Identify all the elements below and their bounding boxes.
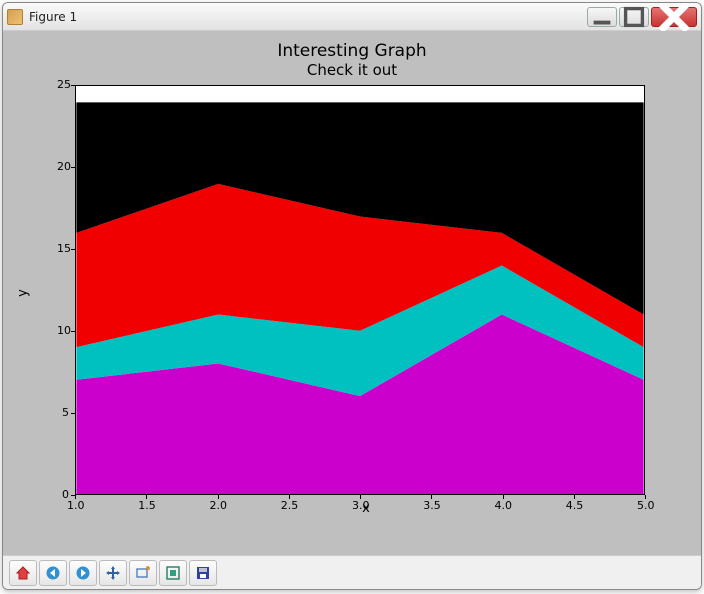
pan-button[interactable]: [99, 560, 127, 586]
minimize-button[interactable]: [587, 7, 617, 27]
close-button[interactable]: [651, 7, 697, 27]
x-tick: 4.5: [566, 499, 584, 512]
x-tick: 3.0: [352, 499, 370, 512]
navigation-toolbar: [3, 555, 701, 589]
chart-subtitle: Check it out: [17, 61, 687, 79]
plot-area: x 1.01.52.02.53.03.54.04.55.00510152025: [75, 85, 657, 516]
y-tick: 10: [57, 324, 69, 337]
forward-button[interactable]: [69, 560, 97, 586]
y-tick: 0: [57, 488, 69, 501]
x-tick: 4.0: [495, 499, 513, 512]
figure-window: Figure 1 Interesting Graph Check it out …: [2, 2, 702, 590]
configure-button[interactable]: [159, 560, 187, 586]
x-tick: 2.0: [210, 499, 228, 512]
chart-title: Interesting Graph: [17, 41, 687, 61]
x-tick: 3.5: [423, 499, 441, 512]
back-button[interactable]: [39, 560, 67, 586]
y-tick: 15: [57, 242, 69, 255]
app-icon: [7, 9, 23, 25]
y-axis-label: y: [15, 289, 30, 297]
y-tick: 5: [57, 406, 69, 419]
maximize-button[interactable]: [619, 7, 649, 27]
y-tick: 25: [57, 78, 69, 91]
x-tick: 5.0: [637, 499, 655, 512]
save-button[interactable]: [189, 560, 217, 586]
window-title: Figure 1: [29, 10, 585, 24]
zoom-button[interactable]: [129, 560, 157, 586]
chart-axes: [75, 85, 645, 495]
y-tick: 20: [57, 160, 69, 173]
x-tick: 2.5: [281, 499, 299, 512]
figure-canvas: Interesting Graph Check it out y x 1.01.…: [3, 31, 701, 555]
titlebar: Figure 1: [3, 3, 701, 31]
x-tick: 1.5: [138, 499, 156, 512]
chart-title-block: Interesting Graph Check it out: [17, 41, 687, 79]
home-button[interactable]: [9, 560, 37, 586]
window-buttons: [585, 7, 697, 27]
x-tick: 1.0: [67, 499, 85, 512]
